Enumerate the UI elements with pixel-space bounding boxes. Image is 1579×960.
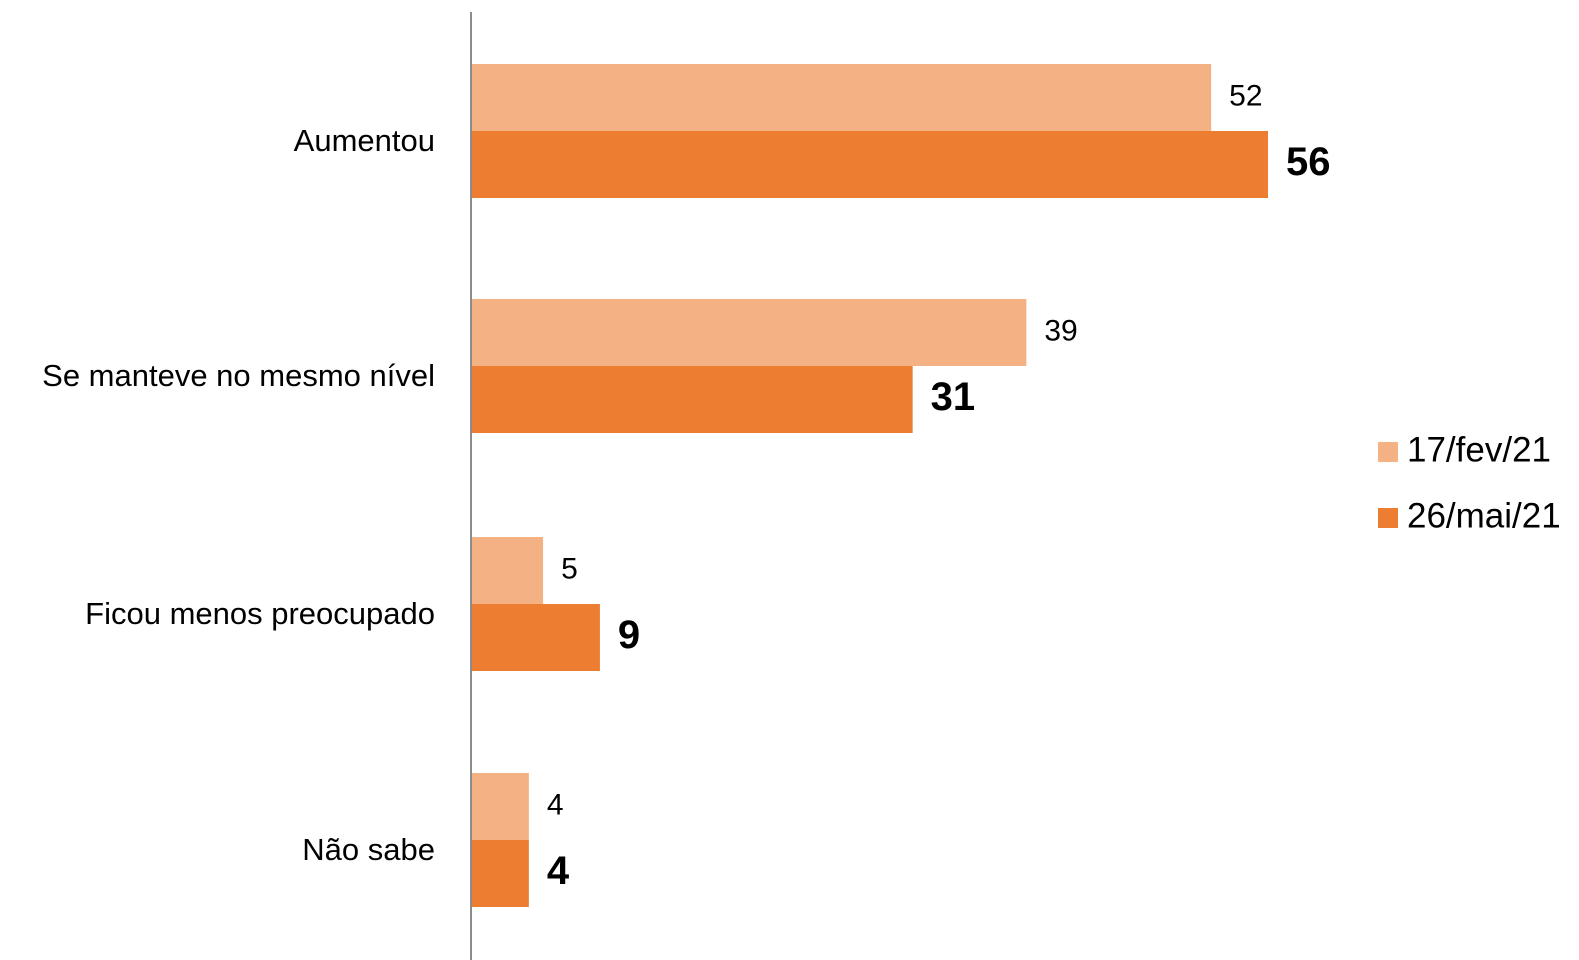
data-label: 31 bbox=[931, 375, 976, 419]
bar-17-fev-21 bbox=[472, 537, 544, 604]
category-label: Se manteve no mesmo nível bbox=[42, 358, 435, 393]
value-labels: 52 56 39 31 5 9 4 4 bbox=[547, 79, 1331, 893]
legend-swatch bbox=[1378, 442, 1398, 462]
category-label: Não sabe bbox=[302, 832, 435, 867]
data-label: 39 bbox=[1044, 314, 1077, 347]
bar-17-fev-21 bbox=[472, 773, 529, 840]
legend-swatch bbox=[1378, 508, 1398, 528]
data-label: 56 bbox=[1286, 140, 1331, 184]
bar-26-mai-21 bbox=[472, 366, 913, 433]
data-label: 4 bbox=[547, 788, 564, 821]
bars bbox=[472, 64, 1268, 907]
data-label: 5 bbox=[561, 552, 578, 585]
bar-26-mai-21 bbox=[472, 840, 529, 907]
bar-17-fev-21 bbox=[472, 299, 1027, 366]
category-label: Aumentou bbox=[294, 123, 435, 158]
category-label: Ficou menos preocupado bbox=[85, 596, 435, 631]
category-labels: Aumentou Se manteve no mesmo nível Ficou m… bbox=[42, 123, 435, 867]
legend-label: 17/fev/21 bbox=[1407, 430, 1551, 469]
legend: 17/fev/21 26/mai/21 bbox=[1378, 430, 1561, 535]
bar-26-mai-21 bbox=[472, 604, 600, 671]
data-label: 4 bbox=[547, 849, 570, 893]
data-label: 52 bbox=[1229, 79, 1262, 112]
bar-17-fev-21 bbox=[472, 64, 1212, 131]
legend-label: 26/mai/21 bbox=[1407, 496, 1561, 535]
data-label: 9 bbox=[618, 613, 640, 657]
bar-26-mai-21 bbox=[472, 131, 1268, 198]
